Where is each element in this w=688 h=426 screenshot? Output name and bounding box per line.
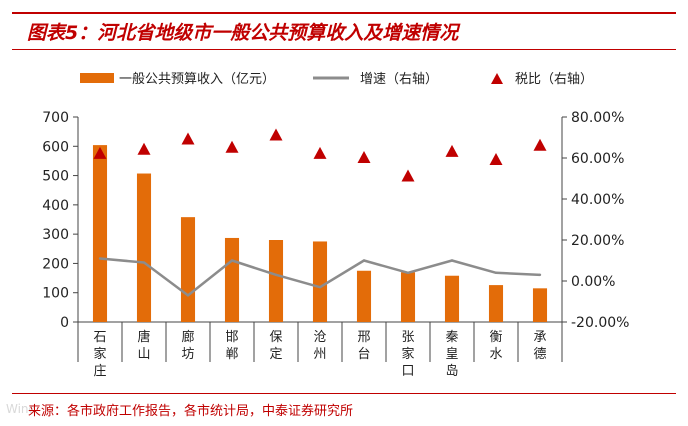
- category-label-衡水: 衡水: [489, 330, 502, 362]
- tax-marker-秦皇岛: [445, 144, 459, 157]
- category-label-邢台: 邢台: [357, 330, 370, 362]
- tax-marker-石家庄: [93, 146, 107, 159]
- right-tick-label: 60.00%: [571, 151, 624, 167]
- category-label-石家庄: 石家庄: [93, 330, 106, 379]
- source-note: 来源：各市政府工作报告，各市统计局，中泰证券研究所: [28, 404, 354, 419]
- legend-marker-label: 税比（右轴）: [515, 72, 593, 87]
- growth-point-唐山: [142, 261, 146, 264]
- growth-point-张家口: [406, 271, 410, 274]
- top-rule: [12, 12, 676, 14]
- tax-marker-张家口: [401, 169, 415, 182]
- left-tick-label: 500: [42, 169, 69, 185]
- bar-秦皇岛: [444, 275, 460, 322]
- bar-石家庄: [92, 145, 108, 322]
- legend-marker-swatch: [491, 73, 503, 84]
- bar-承德: [532, 288, 548, 322]
- left-tick-label: 700: [42, 110, 69, 126]
- left-tick-label: 100: [42, 286, 69, 302]
- left-tick-label: 200: [42, 256, 69, 272]
- category-label-唐山: 唐山: [137, 329, 150, 362]
- bottom-rule: [12, 393, 676, 394]
- tax-marker-保定: [269, 128, 283, 141]
- figure-title: 图表5：河北省地级市一般公共预算收入及增速情况: [27, 22, 459, 44]
- right-tick-label: 40.00%: [571, 192, 624, 208]
- category-label-秦皇岛: 秦皇岛: [445, 330, 458, 379]
- bar-唐山: [136, 173, 152, 322]
- tax-marker-邢台: [357, 151, 371, 163]
- left-tick-label: 0: [60, 315, 69, 331]
- growth-point-衡水: [494, 271, 498, 274]
- right-tick-label: 80.00%: [571, 110, 624, 126]
- bar-衡水: [488, 285, 504, 322]
- right-tick-label: 20.00%: [571, 233, 624, 249]
- tax-marker-衡水: [489, 153, 503, 166]
- left-tick-label: 400: [42, 198, 69, 214]
- legend-line-label: 增速（右轴）: [360, 72, 438, 87]
- bar-张家口: [400, 272, 416, 322]
- growth-point-保定: [274, 273, 278, 277]
- left-tick-label: 300: [42, 227, 69, 243]
- growth-point-秦皇岛: [450, 259, 454, 262]
- category-label-廊坊: 廊坊: [181, 329, 194, 362]
- legend-bar-label: 一般公共预算收入（亿元）: [119, 71, 275, 87]
- category-label-张家口: 张家口: [401, 330, 414, 379]
- growth-point-沧州: [318, 285, 322, 289]
- category-label-沧州: 沧州: [313, 329, 326, 362]
- left-tick-label: 600: [42, 139, 69, 155]
- bar-廊坊: [180, 217, 196, 322]
- category-label-保定: 保定: [269, 330, 282, 362]
- growth-point-石家庄: [98, 257, 102, 260]
- bar-沧州: [312, 241, 328, 322]
- title-rule: [12, 49, 676, 50]
- bar-邢台: [356, 270, 372, 322]
- legend-bar-swatch: [80, 73, 114, 83]
- combo-chart: 一般公共预算收入（亿元） 增速（右轴） 税比（右轴） 0 100 200 300 400 500…: [42, 71, 629, 379]
- tax-marker-承德: [533, 138, 547, 151]
- category-label-承德: 承德: [533, 330, 546, 362]
- watermark: Wind: [6, 402, 37, 416]
- bar-邯郸: [224, 237, 240, 322]
- growth-point-承德: [538, 273, 542, 277]
- growth-point-邢台: [362, 259, 366, 262]
- tax-marker-廊坊: [181, 132, 195, 145]
- right-tick-label: -20.00%: [571, 315, 629, 331]
- tax-marker-沧州: [313, 146, 327, 159]
- category-label-邯郸: 邯郸: [225, 330, 238, 362]
- growth-point-廊坊: [186, 294, 190, 297]
- right-tick-label: 0.00%: [571, 274, 615, 290]
- growth-point-邯郸: [230, 259, 234, 262]
- bar-保定: [268, 240, 284, 322]
- tax-marker-邯郸: [225, 140, 239, 153]
- tax-marker-唐山: [137, 142, 151, 155]
